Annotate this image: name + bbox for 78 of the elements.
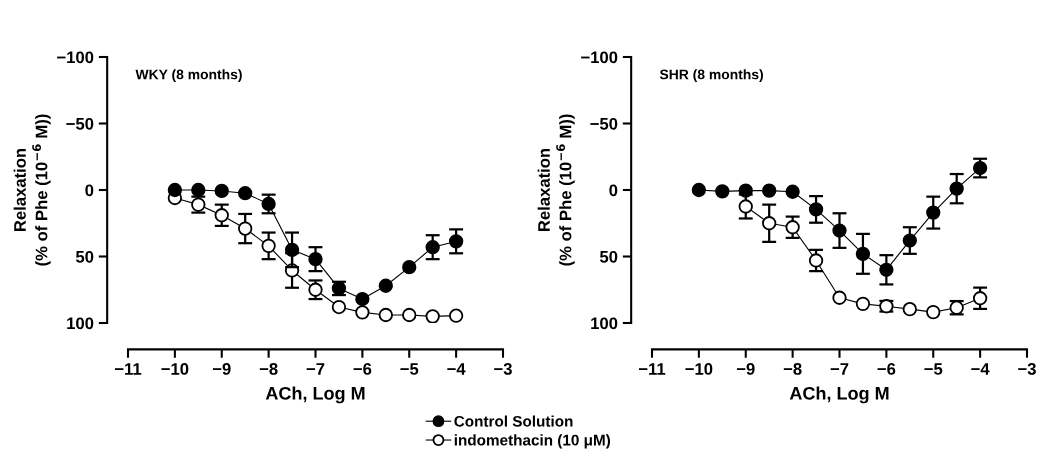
point: [949, 181, 964, 196]
point: [879, 262, 894, 277]
text: SHR (8 months): [659, 69, 763, 83]
point: [762, 183, 777, 198]
x-tick-label: −4: [971, 363, 990, 375]
point: [855, 296, 871, 312]
point: [902, 233, 917, 248]
y-axis-title: Relaxation (% of Phe (10$^{−6}$ M)): [13, 114, 51, 266]
x-tick-label: −5: [400, 363, 419, 375]
point: [378, 278, 393, 293]
x-tick-label: −3: [494, 363, 512, 375]
x-tick-label: −9: [212, 363, 231, 375]
x-tick-label: −8: [259, 363, 278, 375]
x-tick-label: −10: [161, 363, 189, 375]
x-tick-label: −5: [924, 363, 943, 375]
y-tick-label: −100: [57, 51, 94, 64]
x-tick-label: −8: [783, 363, 802, 375]
point: [191, 182, 206, 198]
point: [308, 252, 323, 267]
legend-label: Control Solution: [454, 415, 573, 427]
x-tick-label: −9: [736, 363, 755, 375]
point: [378, 307, 393, 323]
y-tick-label: 0: [85, 184, 94, 197]
point: [425, 240, 440, 255]
x-axis-title: ACh, Log M: [789, 386, 889, 404]
point: [738, 199, 753, 214]
x-tick-label: −11: [639, 363, 666, 375]
y-axis-title: Relaxation (% of Phe (10$^{−6}$ M)): [537, 114, 575, 266]
point: [308, 282, 323, 297]
y-tick-label: −50: [66, 117, 94, 130]
point: [448, 308, 464, 323]
x-tick-label: −6: [877, 363, 896, 375]
point: [355, 305, 370, 320]
y-tick-label: 50: [599, 250, 618, 263]
point: [167, 182, 183, 198]
point: [715, 184, 730, 199]
x-tick-label: −7: [306, 363, 325, 375]
point: [691, 182, 707, 198]
point: [402, 307, 417, 323]
point: [785, 220, 800, 235]
point: [832, 223, 847, 238]
point: [808, 253, 824, 268]
point: [355, 291, 370, 307]
point: [238, 186, 253, 201]
point: [261, 238, 276, 254]
text: WKY (8 months): [135, 69, 242, 83]
point: [402, 259, 417, 275]
x-tick-label: −10: [685, 363, 713, 375]
y-tick-label: 100: [591, 317, 618, 330]
point: [926, 205, 941, 220]
point: [448, 234, 464, 249]
x-axis-title: ACh, Log M: [265, 386, 365, 404]
point: [425, 309, 440, 323]
x-tick-label: −3: [1018, 363, 1036, 375]
point: [855, 246, 871, 261]
point: [762, 216, 777, 231]
point: [738, 183, 753, 198]
x-tick-label: −11: [115, 363, 142, 375]
point: [808, 202, 824, 217]
y-tick-label: 0: [609, 184, 618, 197]
y-tick-label: −50: [590, 117, 618, 130]
point: [785, 184, 800, 199]
y-tick-label: 50: [75, 250, 94, 263]
x-tick-label: −6: [353, 363, 372, 375]
legend-label: indomethacin (10 μM): [454, 434, 611, 449]
point: [214, 208, 229, 223]
point: [214, 183, 229, 199]
point: [972, 291, 988, 306]
point: [284, 242, 300, 258]
y-tick-label: −100: [581, 51, 618, 64]
point: [902, 302, 917, 317]
x-tick-label: −4: [447, 363, 466, 375]
point: [331, 299, 347, 315]
point: [926, 304, 941, 320]
x-tick-label: −7: [830, 363, 849, 375]
y-tick-label: 100: [67, 317, 94, 330]
point: [238, 221, 253, 236]
point: [832, 290, 847, 305]
